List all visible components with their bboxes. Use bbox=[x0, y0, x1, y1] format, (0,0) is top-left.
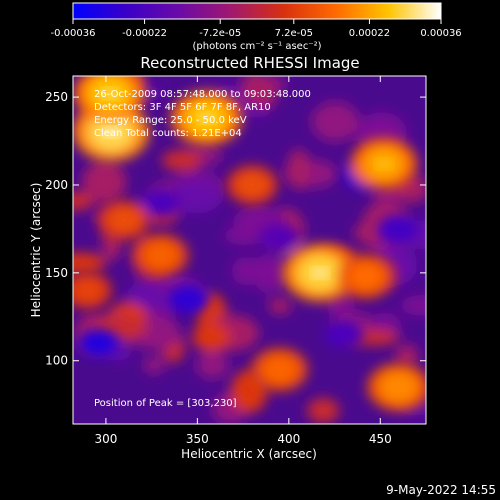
hot-spot bbox=[143, 241, 178, 269]
x-tick-label: 450 bbox=[369, 432, 392, 446]
annotation-line: Detectors: 3F 4F 5F 6F 7F 8F, AR10 bbox=[94, 102, 271, 113]
footer-date: 9-May-2022 14:55 bbox=[386, 483, 496, 497]
texture-blob bbox=[223, 226, 267, 245]
hot-spot-core bbox=[374, 157, 393, 170]
hot-spot bbox=[236, 172, 268, 198]
x-tick-label: 400 bbox=[277, 432, 300, 446]
colorbar-tick-label: -0.00022 bbox=[122, 28, 167, 39]
texture-blob bbox=[400, 294, 426, 316]
texture-blob bbox=[172, 180, 222, 214]
y-tick-label: 150 bbox=[45, 266, 68, 280]
colorbar-tick-label: 7.2e-05 bbox=[275, 28, 313, 39]
hot-spot-core bbox=[197, 112, 216, 125]
hot-spot bbox=[348, 262, 384, 291]
annotation-line: Energy Range: 25.0 - 50.0 keV bbox=[94, 115, 247, 126]
plot-frame bbox=[72, 75, 427, 425]
texture-blob bbox=[287, 148, 311, 190]
cold-spot bbox=[259, 223, 300, 252]
hot-spot bbox=[379, 371, 418, 403]
texture-blob bbox=[307, 397, 340, 424]
hot-spot bbox=[262, 355, 297, 384]
cold-spot bbox=[140, 188, 181, 217]
cold-spot bbox=[378, 214, 419, 243]
y-tick-label: 250 bbox=[45, 90, 68, 104]
annotation-line: 26-Oct-2009 08:57:48.000 to 09:03:48.000 bbox=[94, 89, 311, 100]
colorbar-tick-label: -7.2e-05 bbox=[199, 28, 241, 39]
annotation-block: 26-Oct-2009 08:57:48.000 to 09:03:48.000… bbox=[94, 89, 311, 139]
colorbar-tick-label: -0.00036 bbox=[51, 28, 96, 39]
colorbar bbox=[72, 2, 442, 20]
y-axis: 100 150 200 250 bbox=[45, 90, 426, 368]
texture-blob bbox=[372, 187, 401, 205]
y-tick-label: 100 bbox=[45, 354, 68, 368]
texture-blob bbox=[143, 355, 165, 375]
texture-blob bbox=[395, 344, 419, 367]
x-axis: 300 350 400 450 bbox=[94, 76, 392, 446]
hot-spot-core bbox=[100, 87, 119, 100]
texture-blob bbox=[161, 149, 203, 172]
heatmap bbox=[73, 76, 426, 424]
texture-blob bbox=[250, 79, 277, 110]
colorbar-tick-label: 0.00036 bbox=[420, 28, 461, 39]
texture-blob bbox=[252, 253, 287, 293]
hot-spot-core bbox=[310, 266, 329, 279]
colorbar-tick-label: 0.00022 bbox=[349, 28, 390, 39]
texture-blob bbox=[268, 298, 292, 315]
hot-spot bbox=[73, 278, 103, 303]
texture-blob bbox=[196, 351, 229, 379]
peak-position-text: Position of Peak = [303,230] bbox=[94, 398, 237, 409]
annotation-line: Clean Total counts: 1.21E+04 bbox=[94, 128, 242, 139]
cold-spot bbox=[78, 329, 119, 358]
chart-title: Reconstructed RHESSI Image bbox=[140, 54, 359, 72]
cold-spot bbox=[168, 285, 209, 314]
texture-blob bbox=[73, 252, 106, 273]
hot-spot bbox=[108, 207, 140, 233]
hot-spot-core bbox=[102, 126, 121, 139]
texture-blob bbox=[192, 323, 231, 352]
y-axis-label: Heliocentric Y (arcsec) bbox=[29, 183, 43, 318]
x-tick-label: 350 bbox=[186, 432, 209, 446]
colorbar-unit: (photons cm⁻² s⁻¹ asec⁻²) bbox=[192, 41, 321, 52]
x-axis-label: Heliocentric X (arcsec) bbox=[181, 447, 317, 461]
texture-blob bbox=[82, 160, 127, 204]
colorbar-ticks: -0.00036 -0.00022 -7.2e-05 7.2e-05 0.00022 0.… bbox=[51, 19, 462, 39]
x-tick-label: 300 bbox=[94, 432, 117, 446]
texture-blob bbox=[311, 101, 360, 142]
cold-spot bbox=[323, 320, 364, 349]
y-tick-label: 200 bbox=[45, 178, 68, 192]
